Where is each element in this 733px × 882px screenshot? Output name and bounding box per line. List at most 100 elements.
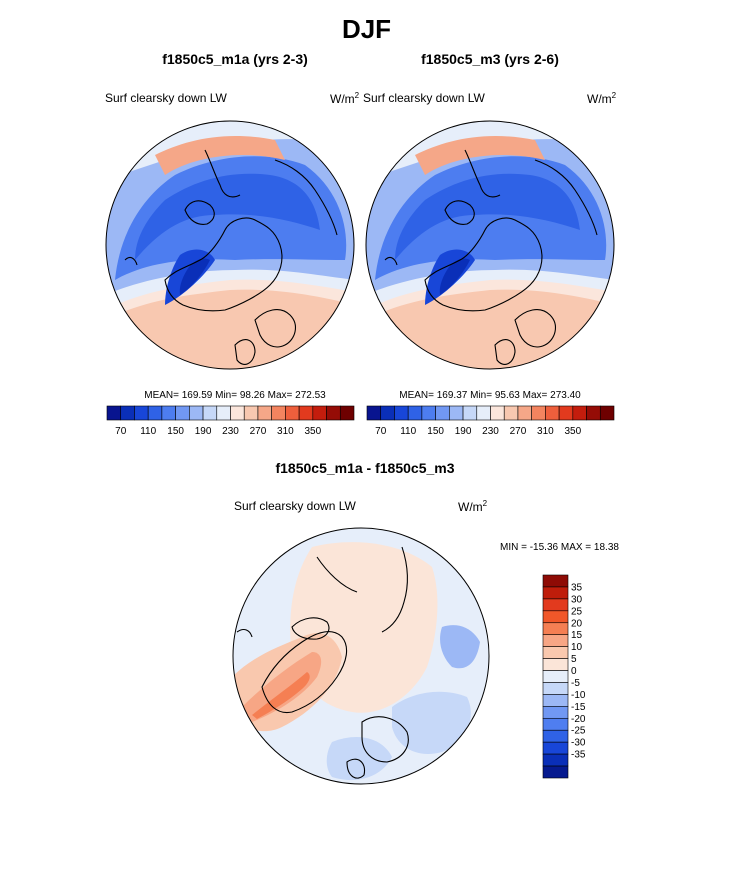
colorbar-swatch bbox=[542, 574, 569, 588]
contour-fill-darkest-blue bbox=[439, 258, 470, 295]
colorbar-swatch bbox=[586, 405, 601, 421]
panel-1-units: W/m2 bbox=[330, 91, 360, 106]
colorbar-tick-label: 10 bbox=[571, 642, 583, 653]
colorbar-swatch bbox=[326, 405, 341, 421]
colorbar-swatch bbox=[531, 405, 546, 421]
panel-3-stats: MIN = -15.36 MAX = 18.38 bbox=[500, 542, 619, 553]
colorbar-tick-label: 350 bbox=[304, 426, 321, 437]
colorbar-swatch bbox=[542, 622, 569, 636]
colorbar-tick-label: 150 bbox=[167, 426, 184, 437]
colorbar-swatch bbox=[490, 405, 505, 421]
colorbar-swatch bbox=[542, 634, 569, 647]
map-border bbox=[365, 120, 615, 370]
colorbar-swatch bbox=[542, 765, 569, 779]
colorbar-swatch bbox=[380, 405, 395, 421]
colorbar-swatch bbox=[542, 694, 569, 707]
panel-2-title: f1850c5_m3 (yrs 2-6) bbox=[421, 51, 559, 67]
colorbar-swatch bbox=[542, 646, 569, 659]
colorbar-tick-label: 5 bbox=[571, 654, 577, 665]
colorbar-panel-1: 70 110 150 190 230 270 310 350 bbox=[106, 405, 355, 437]
colorbar-swatch bbox=[572, 405, 587, 421]
colorbar-swatch bbox=[298, 405, 314, 421]
colorbar-swatch bbox=[542, 741, 569, 755]
panel-2-stats: MEAN= 169.37 Min= 95.63 Max= 273.40 bbox=[399, 390, 581, 401]
map-border bbox=[105, 120, 355, 370]
colorbar-swatch bbox=[449, 405, 464, 421]
colorbar-tick-label: 0 bbox=[571, 666, 577, 677]
colorbar-swatch bbox=[542, 670, 569, 683]
colorbar-swatch bbox=[147, 405, 163, 421]
colorbar-swatch bbox=[599, 405, 615, 421]
colorbar-swatch bbox=[542, 753, 569, 767]
colorbar-swatch bbox=[189, 405, 204, 421]
coastlines bbox=[124, 149, 338, 365]
colorbar-swatch bbox=[216, 405, 231, 421]
colorbar-swatch bbox=[202, 405, 218, 421]
contour-fill-mid-blue bbox=[135, 173, 320, 260]
colorbar-swatch bbox=[542, 729, 569, 743]
colorbar-tick-label: -15 bbox=[571, 702, 586, 713]
contour-fill-pacific-warm bbox=[155, 135, 285, 175]
contour-fill-cool bbox=[392, 691, 471, 755]
colorbar-swatch bbox=[134, 405, 149, 421]
colorbar-swatch bbox=[257, 405, 272, 421]
colorbar-tick-label: -20 bbox=[571, 714, 586, 725]
contour-fill-darkest-blue bbox=[179, 258, 210, 295]
panel-2-units: W/m2 bbox=[587, 91, 617, 106]
colorbar-tick-label: 310 bbox=[537, 426, 554, 437]
colorbar-swatch bbox=[161, 405, 176, 421]
colorbar-tick-label: -25 bbox=[571, 726, 586, 737]
colorbar-swatch bbox=[558, 405, 574, 421]
colorbar-tick-label: 35 bbox=[571, 582, 583, 593]
colorbar-swatch bbox=[421, 405, 436, 421]
colorbar-swatch bbox=[517, 405, 532, 421]
colorbar-swatch bbox=[394, 405, 409, 421]
colorbar-tick-label: -10 bbox=[571, 690, 586, 701]
colorbar-tick-label: 110 bbox=[400, 426, 416, 437]
colorbar-tick-label: 25 bbox=[571, 606, 583, 617]
colorbar-tick-label: 110 bbox=[140, 426, 156, 437]
coastlines bbox=[236, 546, 409, 779]
contour-fill-hot bbox=[252, 672, 310, 719]
colorbar-swatch bbox=[407, 405, 423, 421]
panel-1-variable-label: Surf clearsky down LW bbox=[105, 91, 227, 105]
colorbar-swatch bbox=[542, 706, 569, 719]
colorbar-tick-label: -5 bbox=[571, 678, 580, 689]
colorbar-swatch bbox=[542, 586, 569, 600]
colorbar-tick-label: 20 bbox=[571, 618, 583, 629]
colorbar-tick-label: 30 bbox=[571, 594, 583, 605]
contour-fill-cooler bbox=[440, 625, 480, 669]
colorbar-swatch bbox=[542, 717, 569, 731]
map-border bbox=[232, 527, 490, 785]
colorbar-tick-label: -35 bbox=[571, 750, 586, 761]
colorbar-swatch bbox=[312, 405, 327, 421]
colorbar-swatch bbox=[435, 405, 450, 421]
figure-title: DJF bbox=[341, 14, 392, 44]
colorbar-tick-label: 230 bbox=[482, 426, 499, 437]
colorbar-tick-label: 270 bbox=[510, 426, 527, 437]
panel-3-units: W/m2 bbox=[458, 499, 488, 514]
panel-1-title: f1850c5_m1a (yrs 2-3) bbox=[162, 51, 308, 67]
map-panel-3 bbox=[232, 527, 490, 785]
colorbar-tick-label: 310 bbox=[277, 426, 294, 437]
colorbar-swatch bbox=[175, 405, 190, 421]
coastlines bbox=[384, 149, 598, 365]
colorbar-swatch bbox=[542, 658, 569, 671]
contour-fill-mid-blue bbox=[395, 173, 580, 260]
colorbar-swatch bbox=[285, 405, 300, 421]
colorbar-swatch bbox=[462, 405, 478, 421]
colorbar-swatch bbox=[271, 405, 286, 421]
colorbar-tick-label: 15 bbox=[571, 630, 583, 641]
colorbar-tick-label: 190 bbox=[455, 426, 472, 437]
colorbar-swatch bbox=[339, 405, 355, 421]
colorbar-panel-2: 70 110 150 190 230 270 310 350 bbox=[366, 405, 615, 437]
colorbar-swatch bbox=[503, 405, 519, 421]
colorbar-tick-label: 70 bbox=[375, 426, 387, 437]
colorbar-tick-label: 350 bbox=[564, 426, 581, 437]
colorbar-swatch bbox=[106, 405, 122, 421]
colorbar-tick-label: -30 bbox=[571, 738, 586, 749]
colorbar-swatch bbox=[545, 405, 560, 421]
colorbar-swatch bbox=[230, 405, 245, 421]
colorbar-swatch bbox=[366, 405, 382, 421]
colorbar-tick-label: 190 bbox=[195, 426, 212, 437]
